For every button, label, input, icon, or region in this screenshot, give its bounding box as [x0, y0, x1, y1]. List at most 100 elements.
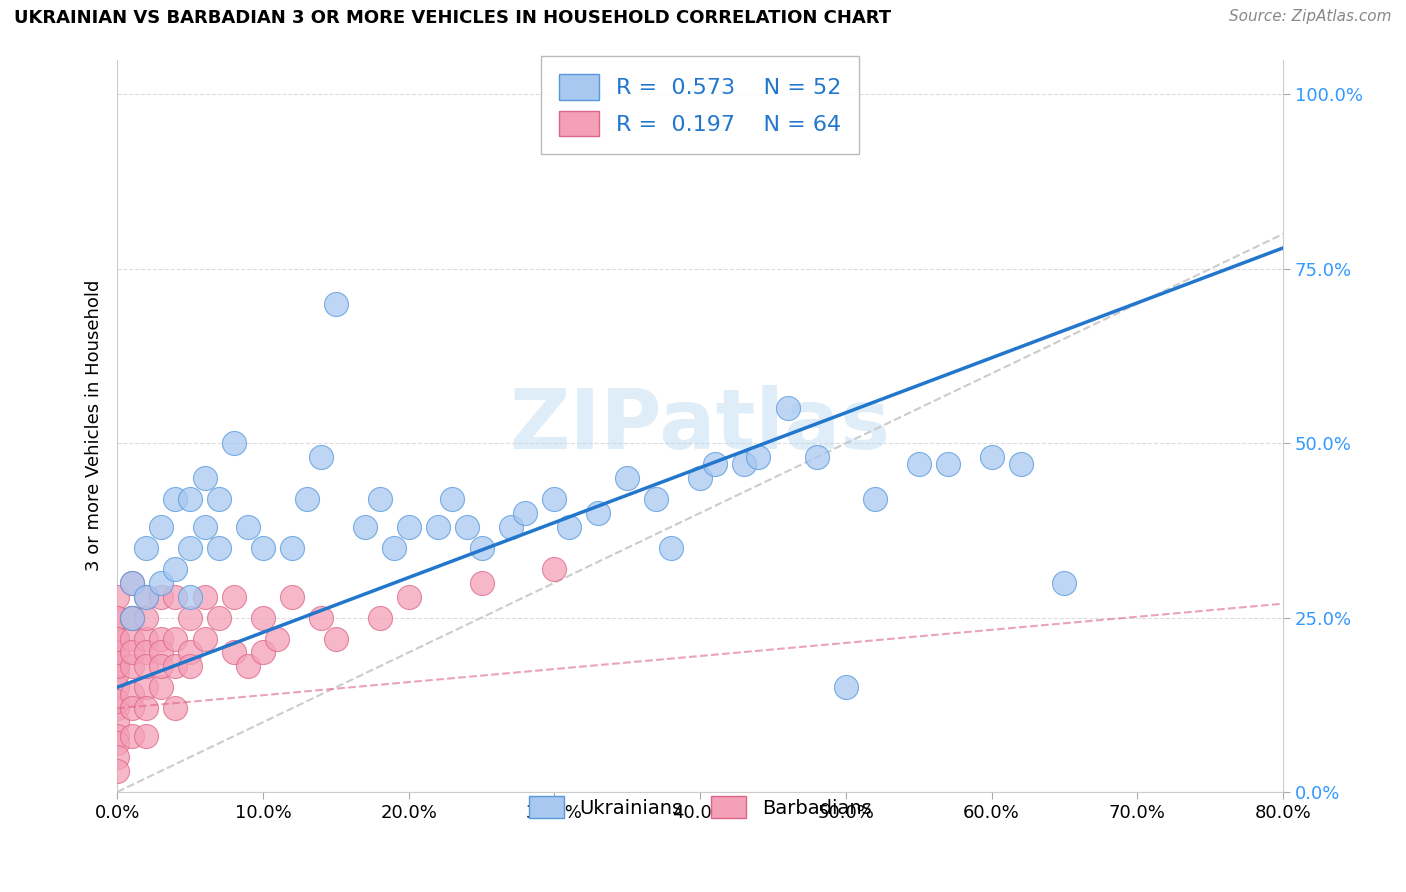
Point	[105, 729, 128, 743]
Point	[426, 520, 449, 534]
Point	[121, 610, 143, 624]
Point	[238, 659, 260, 673]
Point	[135, 590, 157, 604]
Point	[238, 520, 260, 534]
Point	[441, 491, 464, 506]
Point	[121, 645, 143, 659]
Point	[398, 520, 420, 534]
Point	[149, 645, 172, 659]
Point	[105, 590, 128, 604]
Point	[105, 610, 128, 624]
Point	[105, 610, 128, 624]
Point	[1010, 457, 1032, 471]
Point	[105, 750, 128, 764]
Point	[586, 506, 609, 520]
Point	[105, 715, 128, 730]
Point	[689, 471, 711, 485]
Point	[747, 450, 769, 465]
Point	[194, 520, 217, 534]
Point	[121, 687, 143, 701]
Point	[208, 541, 231, 555]
Point	[558, 520, 581, 534]
Point	[121, 659, 143, 673]
Point	[368, 491, 391, 506]
Point	[398, 590, 420, 604]
Point	[252, 610, 274, 624]
Point	[179, 491, 201, 506]
Point	[105, 632, 128, 646]
Point	[165, 632, 187, 646]
Point	[179, 541, 201, 555]
Point	[165, 590, 187, 604]
Point	[281, 541, 304, 555]
Point	[1344, 87, 1367, 102]
Point	[470, 575, 492, 590]
Point	[980, 450, 1002, 465]
Point	[499, 520, 522, 534]
Point	[135, 729, 157, 743]
Point	[194, 471, 217, 485]
Point	[295, 491, 318, 506]
Point	[936, 457, 959, 471]
Point	[659, 541, 682, 555]
Point	[121, 701, 143, 715]
Point	[121, 729, 143, 743]
Point	[121, 610, 143, 624]
Point	[149, 659, 172, 673]
Point	[281, 590, 304, 604]
Point	[105, 764, 128, 778]
Point	[149, 681, 172, 695]
Point	[515, 506, 537, 520]
Point	[325, 297, 347, 311]
Point	[149, 590, 172, 604]
Point	[252, 645, 274, 659]
Point	[105, 632, 128, 646]
Text: ZIPatlas: ZIPatlas	[509, 385, 890, 467]
Point	[121, 575, 143, 590]
Point	[105, 701, 128, 715]
Point	[863, 491, 886, 506]
Point	[179, 590, 201, 604]
Point	[470, 541, 492, 555]
Point	[208, 491, 231, 506]
Text: Source: ZipAtlas.com: Source: ZipAtlas.com	[1229, 9, 1392, 24]
Point	[835, 681, 858, 695]
Point	[179, 610, 201, 624]
Point	[105, 632, 128, 646]
Point	[165, 659, 187, 673]
Point	[645, 491, 668, 506]
Point	[135, 681, 157, 695]
Point	[149, 575, 172, 590]
Point	[252, 541, 274, 555]
Point	[543, 491, 565, 506]
Point	[382, 541, 405, 555]
Point	[135, 645, 157, 659]
Point	[149, 632, 172, 646]
Point	[1053, 575, 1076, 590]
Point	[165, 491, 187, 506]
Point	[135, 659, 157, 673]
Point	[121, 575, 143, 590]
Point	[907, 457, 929, 471]
Point	[806, 450, 828, 465]
Point	[105, 666, 128, 681]
Y-axis label: 3 or more Vehicles in Household: 3 or more Vehicles in Household	[86, 280, 103, 572]
Point	[309, 610, 332, 624]
Point	[309, 450, 332, 465]
Point	[616, 471, 638, 485]
Point	[149, 520, 172, 534]
Point	[222, 590, 245, 604]
Point	[456, 520, 478, 534]
Point	[776, 401, 799, 416]
Point	[135, 701, 157, 715]
Point	[105, 645, 128, 659]
Point	[135, 590, 157, 604]
Point	[105, 659, 128, 673]
Point	[222, 645, 245, 659]
Point	[179, 645, 201, 659]
Point	[135, 632, 157, 646]
Point	[165, 701, 187, 715]
Point	[105, 681, 128, 695]
Point	[179, 659, 201, 673]
Point	[543, 562, 565, 576]
